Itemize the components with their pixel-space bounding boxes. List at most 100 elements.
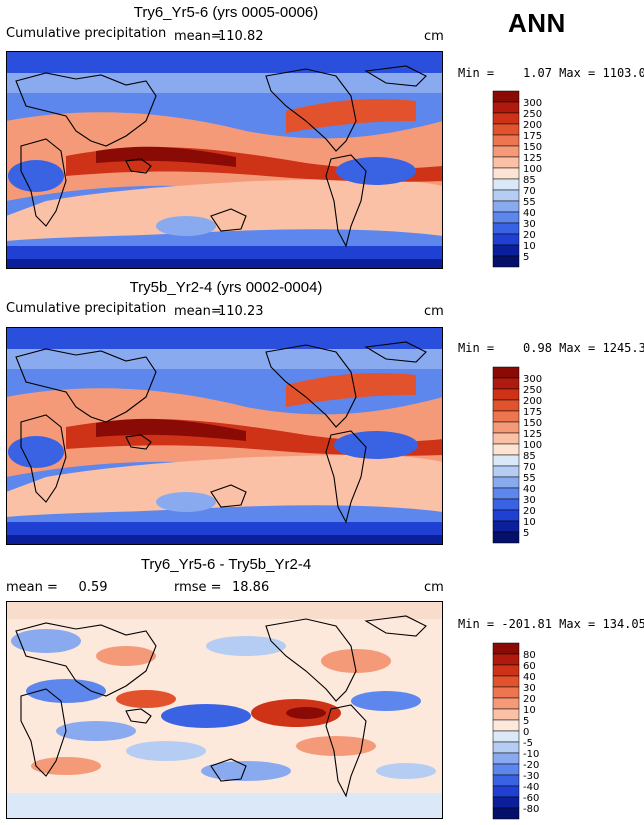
colorbar-tick-label: -10 [523,749,539,760]
colorbar-tick-label: 250 [523,109,542,120]
colorbar-tick-label: 10 [523,241,536,252]
colorbar-tick-label: -20 [523,760,539,771]
colorbar-tick-label: 40 [523,672,536,683]
colorbar-swatch [492,432,520,445]
panel-3-minmax: Min = -201.81 Max = 134.05 [458,617,644,631]
colorbar-swatch [492,366,520,379]
colorbar-swatch [492,189,520,202]
panel-3-mean-stat: mean = 0.59 [6,580,108,595]
colorbar-tick-label: 175 [523,131,542,142]
colorbar-tick-label: 30 [523,495,536,506]
colorbar-tick-label: 200 [523,396,542,407]
colorbar-tick-label: -30 [523,771,539,782]
colorbar-swatch [492,145,520,158]
colorbar-tick-label: 60 [523,661,536,672]
colorbar-swatch [492,807,520,820]
colorbar-swatch [492,796,520,809]
colorbar-tick-label: 175 [523,407,542,418]
panel-3-title: Try6_Yr5-6 - Try5b_Yr2-4 [140,556,312,573]
colorbar-tick-label: 250 [523,385,542,396]
panel-2-title: Try5b_Yr2-4 (yrs 0002-0004) [129,279,323,296]
colorbar-swatch [492,741,520,754]
panel-1-variable-label: Cumulative precipitation [6,26,167,41]
colorbar-swatch [492,233,520,246]
panel-3-units: cm [424,580,444,595]
colorbar-tick-label: -40 [523,782,539,793]
colorbar-tick-label: 5 [523,528,529,539]
colorbar-swatch [492,520,520,533]
colorbar-tick-label: 20 [523,230,536,241]
colorbar-swatch [492,244,520,257]
colorbar-swatch [492,101,520,114]
colorbar-tick-label: 10 [523,517,536,528]
colorbar-tick-label: 5 [523,252,529,263]
colorbar-tick-label: -60 [523,793,539,804]
panel-2-map [6,327,443,545]
panel-1-mean-value: 110.82 [218,29,264,44]
colorbar-swatch [492,222,520,235]
colorbar-swatch [492,465,520,478]
colorbar-tick-label: 200 [523,120,542,131]
colorbar-swatch [492,774,520,787]
colorbar-tick-label: 300 [523,374,542,385]
colorbar-tick-label: 20 [523,694,536,705]
colorbar-swatch [492,255,520,268]
colorbar-swatch [492,399,520,412]
colorbar-swatch [492,730,520,743]
colorbar-tick-label: 85 [523,175,536,186]
colorbar-swatch [492,156,520,169]
colorbar-swatch [492,719,520,732]
colorbar-swatch [492,200,520,213]
panel-1-minmax: Min = 1.07 Max = 1103.09 [458,66,644,80]
panel-2-units: cm [424,304,444,319]
colorbar-tick-label: -5 [523,738,533,749]
colorbar-swatch [492,487,520,500]
colorbar-swatch [492,531,520,544]
colorbar-tick-label: 55 [523,473,536,484]
colorbar-tick-label: 125 [523,429,542,440]
panel-1-mean-label: mean= [174,29,222,44]
colorbar-swatch [492,454,520,467]
colorbar-swatch [492,664,520,677]
colorbar-swatch [492,476,520,489]
colorbar-tick-label: 150 [523,418,542,429]
colorbar-swatch [492,211,520,224]
colorbar-swatch [492,763,520,776]
colorbar-tick-label: 70 [523,462,536,473]
colorbar-tick-label: 85 [523,451,536,462]
colorbar-swatch [492,421,520,434]
colorbar-tick-label: 100 [523,164,542,175]
colorbar-tick-label: 5 [523,716,529,727]
colorbar-tick-label: 70 [523,186,536,197]
panel-2-mean-value: 110.23 [218,304,264,319]
colorbar-tick-label: 40 [523,484,536,495]
colorbar-tick-label: 0 [523,727,529,738]
panel-3-map [6,601,443,819]
colorbar-swatch [492,167,520,180]
colorbar-tick-label: 30 [523,683,536,694]
colorbar-swatch [492,123,520,136]
colorbar-swatch [492,178,520,191]
colorbar-swatch [492,112,520,125]
panel-3-rmse-label: rmse = [174,580,222,595]
colorbar-tick-label: 100 [523,440,542,451]
colorbar-tick-label: 10 [523,705,536,716]
colorbar-swatch [492,785,520,798]
colorbar-swatch [492,653,520,666]
colorbar-swatch [492,498,520,511]
colorbar-tick-label: 55 [523,197,536,208]
colorbar-tick-label: 40 [523,208,536,219]
panel-2-mean-label: mean= [174,304,222,319]
colorbar-tick-label: -80 [523,804,539,815]
colorbar-swatch [492,443,520,456]
colorbar-swatch [492,686,520,699]
colorbar-swatch [492,388,520,401]
panel-1-title: Try6_Yr5-6 (yrs 0005-0006) [133,4,319,21]
colorbar-swatch [492,642,520,655]
colorbar-tick-label: 80 [523,650,536,661]
panel-3-rmse-value: 18.86 [232,580,270,595]
panel-2-variable-label: Cumulative precipitation [6,301,167,316]
